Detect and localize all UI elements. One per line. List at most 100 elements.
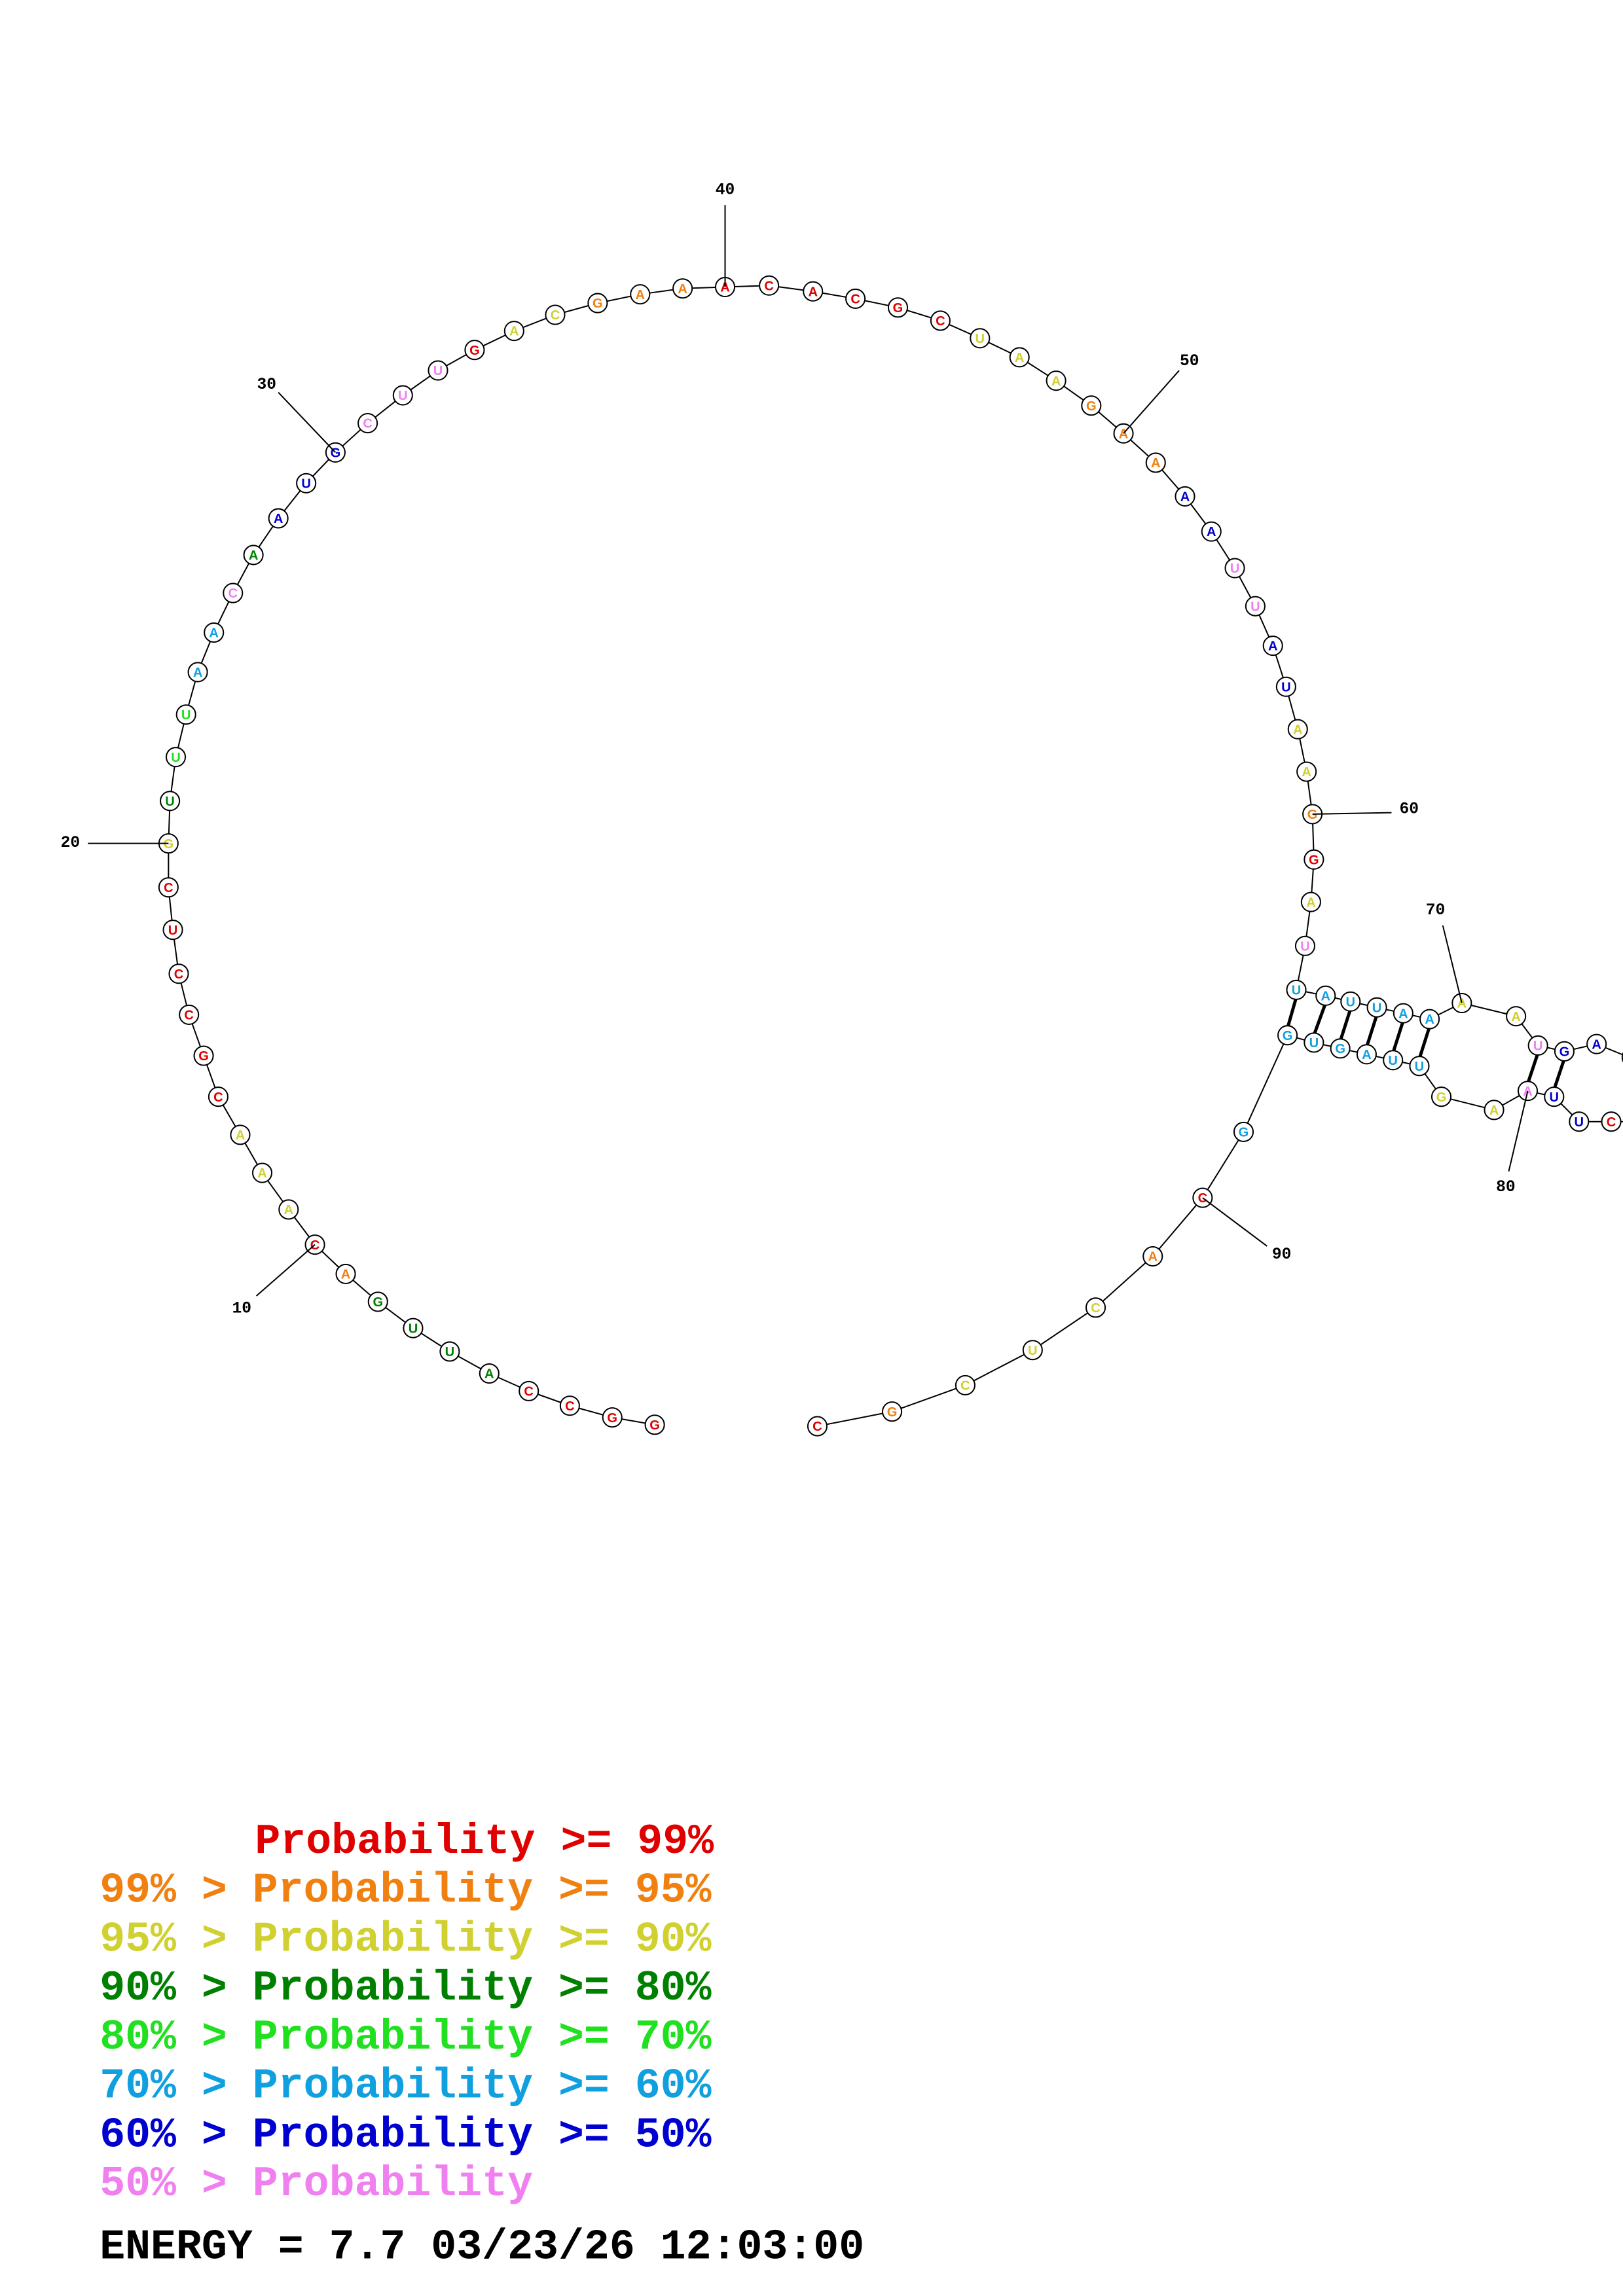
nucleotide <box>807 1416 828 1437</box>
nucleotide <box>160 791 181 812</box>
nucleotide-letter: A <box>236 1128 246 1143</box>
backbone-segment <box>964 1349 1033 1386</box>
nucleotide-letter: C <box>363 417 373 431</box>
nucleotide-letter: U <box>1550 1090 1559 1105</box>
nucleotide-letter: A <box>284 1203 294 1217</box>
nucleotide-letter: C <box>184 1009 194 1023</box>
nucleotide <box>1340 991 1361 1012</box>
nucleotide-letter: U <box>181 708 191 723</box>
nucleotide <box>1175 486 1195 507</box>
nucleotide <box>1506 1006 1527 1027</box>
legend: Probability >= 99%99% > Probability >= 9… <box>100 1818 714 2208</box>
legend-entry: 99% > Probability >= 95% <box>100 1867 711 1915</box>
nucleotide-letter: A <box>1321 989 1330 1003</box>
nucleotide-letter: C <box>764 279 774 293</box>
base-pair <box>1391 1020 1405 1054</box>
nucleotide-letter: A <box>1015 351 1025 365</box>
nucleotide <box>1245 596 1266 617</box>
nucleotide-letter: A <box>1051 374 1061 389</box>
nucleotide-letter: G <box>198 1049 209 1064</box>
nucleotide <box>1300 891 1321 912</box>
nucleotide-letter: C <box>850 293 860 307</box>
nucleotide-letter: U <box>1415 1060 1425 1074</box>
nucleotide <box>335 1263 356 1284</box>
nucleotide-letter: A <box>341 1268 351 1282</box>
nucleotide-letter: G <box>887 1405 898 1420</box>
nucleotide-letter: A <box>1306 895 1316 910</box>
nucleotide <box>1569 1111 1590 1132</box>
backbone-segment <box>1243 1035 1288 1132</box>
nucleotide <box>1527 1035 1548 1056</box>
nucleotide-letter: A <box>257 1166 267 1181</box>
nucleotide-letter: U <box>433 364 443 378</box>
nucleotide <box>1224 558 1245 579</box>
nucleotide <box>803 281 824 302</box>
nucleotide <box>479 1363 500 1384</box>
nucleotide <box>464 340 485 361</box>
nucleotide-letter: A <box>1151 456 1161 471</box>
position-label: 80 <box>1496 1179 1516 1196</box>
backbone-segment <box>1152 1197 1203 1257</box>
nucleotide <box>179 1004 200 1025</box>
nucleotide-letter: A <box>509 325 519 339</box>
nucleotide <box>1294 935 1316 956</box>
nucleotide <box>1419 1009 1440 1030</box>
nucleotide <box>403 1318 424 1338</box>
legend-entry: 60% > Probability >= 50% <box>100 2111 711 2159</box>
base-pair <box>1417 1026 1431 1060</box>
nucleotide <box>559 1395 580 1416</box>
nucleotide <box>1009 347 1030 368</box>
label-tick <box>1202 1197 1267 1247</box>
position-label: 10 <box>232 1300 251 1318</box>
nucleotide <box>168 963 189 984</box>
nucleotide <box>545 304 566 325</box>
nucleotide-letter: G <box>373 1295 383 1310</box>
nucleotide-letter: A <box>1302 765 1311 780</box>
nucleotide-letter: C <box>960 1379 970 1393</box>
label-tick <box>1442 925 1463 1003</box>
legend-entry: 90% > Probability >= 80% <box>100 1965 711 2013</box>
label-tick <box>1508 1090 1529 1172</box>
nucleotide-letter: A <box>1511 1010 1521 1024</box>
base-pairs <box>1286 996 1566 1090</box>
nucleotide <box>1586 1033 1607 1054</box>
nucleotide <box>367 1291 388 1312</box>
nucleotide <box>158 877 179 898</box>
nucleotide-letter: U <box>1230 562 1240 576</box>
nucleotide <box>1601 1111 1622 1132</box>
legend-entry: Probability >= 99% <box>255 1818 714 1866</box>
nucleotide-letter: U <box>1372 1001 1382 1015</box>
nucleotide-letter: C <box>213 1090 223 1105</box>
nucleotide-letter: A <box>249 548 259 563</box>
backbone-segment <box>892 1384 966 1412</box>
position-label: 20 <box>61 834 81 852</box>
nucleotide-letter: G <box>1239 1126 1249 1140</box>
nucleotide <box>1233 1121 1254 1142</box>
nucleotide-letter: A <box>1398 1007 1408 1021</box>
nucleotide-letter: A <box>1362 1048 1372 1062</box>
position-label: 90 <box>1272 1246 1292 1264</box>
nucleotide-letter: G <box>1436 1090 1447 1105</box>
position-label: 40 <box>716 181 735 199</box>
nucleotide <box>1304 849 1324 870</box>
position-label: 70 <box>1426 902 1446 920</box>
backbone <box>168 285 1623 1427</box>
nucleotide-letter: A <box>678 282 687 296</box>
nucleotide-letter: A <box>209 626 219 641</box>
nucleotide <box>193 1045 214 1066</box>
nucleotide-letter: C <box>164 881 173 895</box>
nucleotide-letter: G <box>893 301 903 315</box>
nucleotide-letter: G <box>469 344 480 358</box>
base-pair <box>1312 1002 1328 1036</box>
nucleotide <box>1286 979 1307 1000</box>
nucleotide-letter: A <box>274 512 283 526</box>
nucleotide-letter: C <box>524 1385 534 1399</box>
nucleotide <box>1201 521 1222 542</box>
nucleotide <box>1081 395 1102 416</box>
nucleotide-letter: A <box>720 281 730 295</box>
nucleotide <box>1544 1086 1565 1107</box>
nucleotide-letter: G <box>1086 399 1097 414</box>
base-pair <box>1526 1052 1540 1085</box>
nucleotide-letter: G <box>1283 1029 1293 1043</box>
nucleotide-letter: U <box>1281 680 1291 694</box>
